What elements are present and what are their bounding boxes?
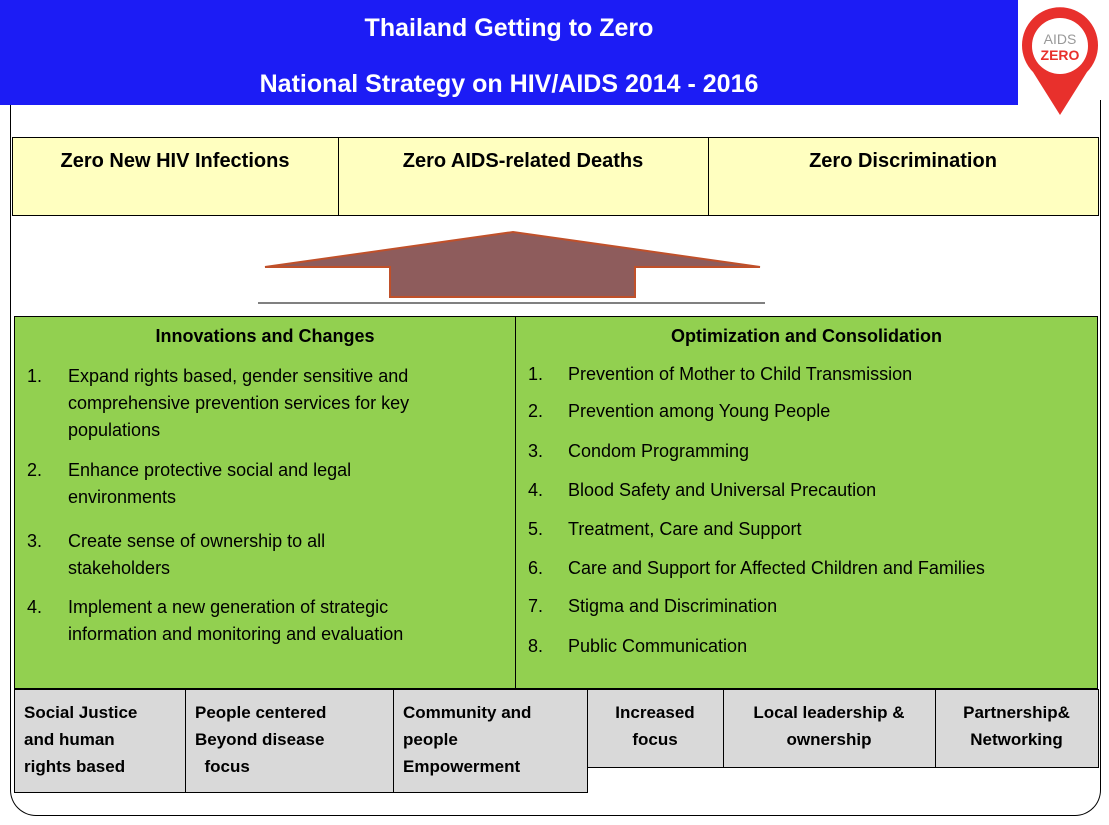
- principle-box: [587, 689, 724, 768]
- item-number: 5.: [528, 519, 544, 539]
- subtitle: National Strategy on HIV/AIDS 2014 - 201…: [259, 70, 759, 98]
- logo-text: ZERO: [1041, 47, 1080, 63]
- up-arrow: [264, 230, 761, 298]
- item-number: 3.: [27, 531, 43, 551]
- panel-title: Optimization and Consolidation: [671, 326, 942, 346]
- logo-text: AIDS: [1044, 31, 1077, 47]
- frame: [10, 100, 1101, 816]
- principle-text: Partnership&: [963, 703, 1070, 722]
- item-text: Treatment, Care and Support: [568, 519, 802, 539]
- logo-disc: [1032, 18, 1088, 74]
- arrow: [258, 230, 765, 304]
- item-text: comprehensive prevention services for ke…: [68, 393, 410, 413]
- principle-text: Community and: [403, 703, 532, 722]
- principle-text: Beyond disease: [195, 730, 325, 749]
- item-text: Stigma and Discrimination: [568, 596, 778, 616]
- principle-box: [935, 689, 1099, 768]
- item-number: 4.: [528, 480, 544, 500]
- item-text: Public Communication: [568, 636, 748, 656]
- principle-box: [185, 689, 394, 793]
- item-text: Implement a new generation of strategic: [68, 597, 389, 617]
- right-panel: [515, 316, 1098, 689]
- item-text: Prevention among Young People: [568, 401, 831, 421]
- item-number: 6.: [528, 558, 544, 578]
- principle-text: rights based: [24, 757, 126, 776]
- principle-text: Empowerment: [403, 757, 521, 776]
- goal-box: [12, 137, 339, 216]
- header-banner: [0, 0, 1018, 105]
- item-number: 8.: [528, 636, 544, 656]
- logo: AIDS ZERO: [1022, 7, 1098, 115]
- item-text: Expand rights based, gender sensitive an…: [68, 366, 409, 386]
- principle-text: People centered: [195, 703, 327, 722]
- item-text: Create sense of ownership to all: [68, 531, 326, 551]
- principle-text: Social Justice: [24, 703, 138, 722]
- principle-text: focus: [195, 757, 250, 776]
- goal-label: Zero Discrimination: [809, 150, 997, 172]
- goal-label: Zero New HIV Infections: [60, 150, 290, 172]
- item-number: 3.: [528, 441, 544, 461]
- item-number: 1.: [27, 366, 43, 386]
- principle-text: ownership: [786, 730, 872, 749]
- panel-title: Innovations and Changes: [155, 326, 375, 346]
- goal-box: [338, 137, 709, 216]
- item-text: environments: [68, 487, 177, 507]
- principle-box: [14, 689, 186, 793]
- goal-box: [708, 137, 1099, 216]
- item-text: populations: [68, 420, 161, 440]
- item-text: stakeholders: [68, 558, 171, 578]
- item-text: Condom Programming: [568, 441, 750, 461]
- item-number: 1.: [528, 364, 544, 384]
- item-number: 7.: [528, 596, 544, 616]
- principle-text: Networking: [970, 730, 1063, 749]
- item-number: 4.: [27, 597, 43, 617]
- item-number: 2.: [528, 401, 544, 421]
- goal-label: Zero AIDS-related Deaths: [402, 150, 644, 172]
- item-text: Enhance protective social and legal: [68, 460, 352, 480]
- title: Thailand Getting to Zero: [364, 14, 654, 42]
- principle-box: [723, 689, 936, 768]
- item-number: 2.: [27, 460, 43, 480]
- principle-text: Increased: [615, 703, 695, 722]
- item-text: information and monitoring and evaluatio…: [68, 624, 404, 644]
- principle-text: focus: [632, 730, 678, 749]
- principle-text: Local leadership &: [753, 703, 905, 722]
- item-text: Care and Support for Affected Children a…: [568, 558, 985, 578]
- principle-box: [393, 689, 588, 793]
- item-text: Blood Safety and Universal Precaution: [568, 480, 877, 500]
- item-text: Prevention of Mother to Child Transmissi…: [568, 364, 913, 384]
- principle-text: people: [403, 730, 458, 749]
- principle-text: and human: [24, 730, 115, 749]
